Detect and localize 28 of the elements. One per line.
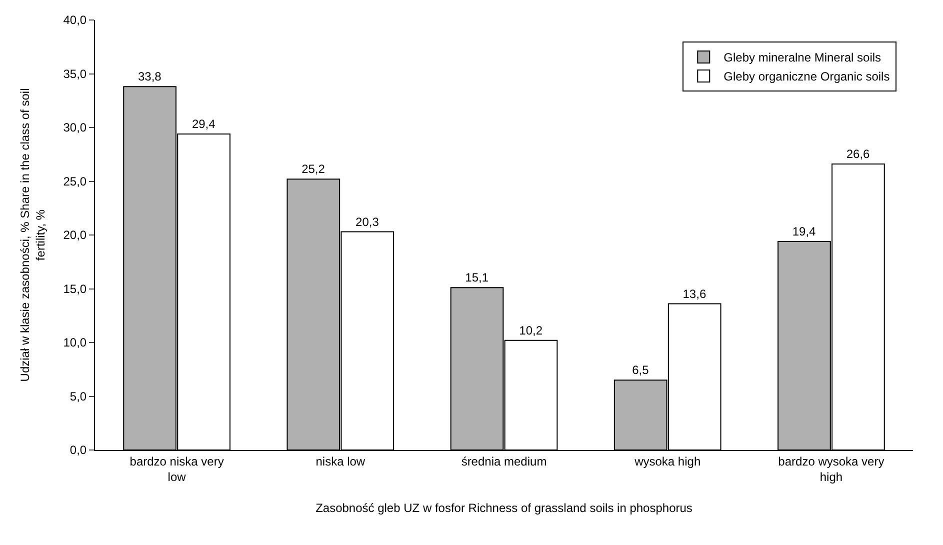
data-label: 25,2 (302, 162, 326, 176)
data-label: 15,1 (465, 270, 489, 285)
y-tick-label: 10,0 (63, 336, 87, 350)
y-tick-label: 35,0 (63, 66, 87, 81)
legend-label: Gleby organiczne Organic soils (724, 70, 890, 84)
data-label: 20,3 (356, 214, 380, 229)
x-tick-label: bardzo wysoka very high (778, 454, 884, 484)
y-tick-label: 15,0 (63, 282, 87, 296)
data-label: 26,6 (846, 147, 870, 162)
x-tick-label: wysoka high (634, 454, 701, 468)
data-label: 33,8 (138, 70, 162, 84)
y-axis-title: Udział w klasie zasobności, % Share in the class of soil fertility, % (18, 88, 48, 382)
x-axis-title: Zasobność gleb UZ w fosfor Richness of grassland soils in phosphorus (316, 500, 692, 515)
y-tick-label: 5,0 (70, 389, 87, 404)
y-tick-label: 0,0 (70, 443, 87, 458)
data-label: 13,6 (682, 286, 706, 301)
data-label: 29,4 (192, 116, 216, 131)
y-tick-label: 20,0 (63, 228, 87, 242)
data-label: 10,2 (519, 323, 543, 338)
legend-label: Gleby mineralne Mineral soils (724, 50, 882, 65)
x-tick-label: bardzo niska very low (130, 454, 224, 484)
data-label: 19,4 (792, 224, 816, 238)
data-label: 6,5 (632, 363, 650, 378)
x-tick-label: średnia medium (461, 454, 547, 468)
y-tick-label: 25,0 (63, 174, 87, 188)
y-tick-label: 30,0 (63, 120, 87, 135)
x-tick-label: niska low (316, 454, 366, 468)
y-tick-label: 40,0 (63, 13, 87, 28)
